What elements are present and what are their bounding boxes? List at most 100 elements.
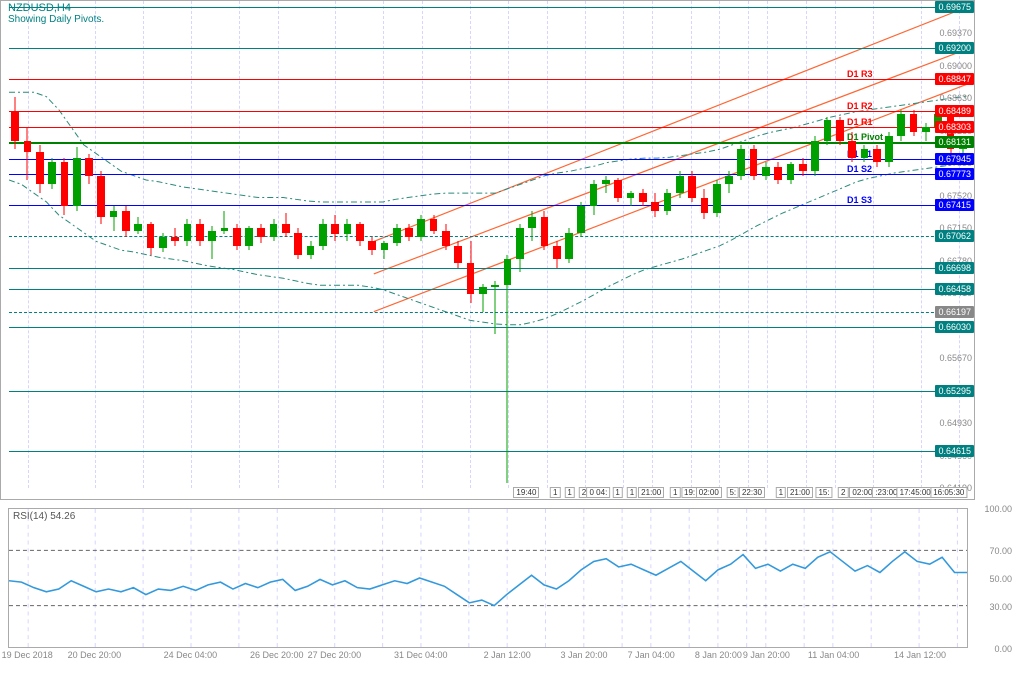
time-flags-row: 19:401120 04:1121:00119:02:005:22:30121:… — [8, 487, 968, 503]
main-plot[interactable]: D1 R3D1 R2D1 R1D1 PivotD1 S1D1 S2D1 S3 — [9, 1, 969, 488]
hline — [9, 7, 969, 8]
price-tag: 0.68131 — [935, 136, 974, 148]
pivot-label: D1 R2 — [847, 101, 873, 111]
time-flag: 1 — [776, 487, 786, 498]
hline — [9, 48, 969, 49]
hline — [9, 159, 969, 160]
price-tag: 0.68303 — [935, 121, 974, 133]
price-tag: 0.67773 — [935, 168, 974, 180]
vgrid-line — [335, 1, 336, 488]
vgrid-line — [191, 1, 192, 488]
time-flag: 21:00 — [787, 487, 813, 498]
vgrid-line — [748, 1, 749, 488]
vgrid-line — [143, 1, 144, 488]
price-tag: 0.66458 — [935, 283, 974, 295]
time-flag: 1 — [564, 487, 574, 498]
price-tag: 0.64615 — [935, 445, 974, 457]
time-flag: 17:45:00 — [897, 487, 934, 498]
hline — [9, 312, 969, 313]
time-flag: 16:05:30 — [930, 487, 967, 498]
price-tag: 0.66197 — [935, 306, 974, 318]
vgrid-line — [806, 1, 807, 488]
vgrid-line — [422, 1, 423, 488]
pivot-label: D1 R3 — [847, 69, 873, 79]
vgrid-line — [508, 1, 509, 488]
main-chart[interactable]: D1 R3D1 R2D1 R1D1 PivotD1 S1D1 S2D1 S3 0… — [0, 0, 975, 500]
pivot-label: D1 S3 — [847, 195, 872, 205]
hline — [9, 391, 969, 392]
price-tag: 0.68489 — [935, 105, 974, 117]
price-tag: 0.67062 — [935, 230, 974, 242]
y-tick: 0.64930 — [939, 418, 972, 428]
vgrid-line — [585, 1, 586, 488]
time-flag: 02:00 — [696, 487, 722, 498]
y-tick: 0.69000 — [939, 61, 972, 71]
hline — [9, 289, 969, 290]
price-tag: 0.68847 — [935, 73, 974, 85]
x-tick: 11 Jan 04:00 — [808, 650, 859, 660]
x-tick: 26 Dec 20:00 — [250, 650, 304, 660]
price-tag: 0.69200 — [935, 42, 974, 54]
price-tag: 0.67415 — [935, 199, 974, 211]
rsi-y-tick: 30.00 — [989, 602, 1012, 612]
y-tick: 0.65670 — [939, 353, 972, 363]
x-tick: 19 Dec 2018 — [2, 650, 53, 660]
time-flag: 1 — [550, 487, 560, 498]
x-tick: 3 Jan 20:00 — [560, 650, 607, 660]
x-tick: 2 Jan 12:00 — [484, 650, 531, 660]
rsi-y-tick: 100.00 — [984, 504, 1012, 514]
vgrid-line — [873, 1, 874, 488]
vgrid-line — [767, 1, 768, 488]
x-tick: 8 Jan 20:00 — [695, 650, 742, 660]
price-tag: 0.66698 — [935, 262, 974, 274]
time-flag: 19:40 — [513, 487, 539, 498]
price-tag: 0.69675 — [935, 1, 974, 13]
price-tag: 0.65295 — [935, 385, 974, 397]
time-flag: 15: — [815, 487, 832, 498]
rsi-y-tick: 50.00 — [989, 574, 1012, 584]
hline — [9, 174, 969, 175]
y-tick: 0.69370 — [939, 28, 972, 38]
time-flag: 22:30 — [739, 487, 765, 498]
vgrid-line — [835, 1, 836, 488]
vgrid-line — [28, 1, 29, 488]
x-tick: 14 Jan 12:00 — [894, 650, 946, 660]
hline — [9, 79, 969, 80]
rsi-y-tick: 0.00 — [994, 644, 1012, 654]
vgrid-line — [719, 1, 720, 488]
hline — [9, 205, 969, 206]
time-flag: 21:00 — [638, 487, 664, 498]
x-tick: 31 Dec 04:00 — [394, 650, 448, 660]
x-tick: 7 Jan 04:00 — [628, 650, 675, 660]
vgrid-line — [623, 1, 624, 488]
price-tag: 0.67945 — [935, 153, 974, 165]
time-flag: 5: — [726, 487, 739, 498]
x-tick: 24 Dec 04:00 — [164, 650, 218, 660]
pivot-label: D1 S2 — [847, 164, 872, 174]
pivot-label: D1 R1 — [847, 117, 873, 127]
x-tick: 20 Dec 20:00 — [68, 650, 122, 660]
vgrid-line — [95, 1, 96, 488]
rsi-chart[interactable]: RSI(14) 54.26 0.0030.0050.0070.00100.00 — [8, 508, 968, 648]
price-tag: 0.66030 — [935, 321, 974, 333]
hline — [9, 327, 969, 328]
y-tick: 0.68630 — [939, 93, 972, 103]
time-flag: 1 — [670, 487, 680, 498]
x-tick: 27 Dec 20:00 — [308, 650, 362, 660]
time-flag: 0 04: — [586, 487, 610, 498]
hline — [9, 142, 969, 144]
hline — [9, 451, 969, 452]
chart-container: NZDUSD,H4 Showing Daily Pivots. D1 R3D1 … — [0, 0, 1024, 683]
hline — [9, 111, 969, 112]
vgrid-line — [652, 1, 653, 488]
y-axis: 0.693700.690000.686300.682600.678900.675… — [926, 1, 974, 501]
rsi-y-tick: 70.00 — [989, 546, 1012, 556]
hline — [9, 268, 969, 269]
time-flag: 2 — [838, 487, 848, 498]
time-flag: 1 — [627, 487, 637, 498]
vgrid-line — [921, 1, 922, 488]
rsi-svg — [9, 509, 967, 647]
x-axis: 19 Dec 201820 Dec 20:0024 Dec 04:0026 De… — [8, 650, 968, 668]
time-flag: 1 — [612, 487, 622, 498]
vgrid-line — [278, 1, 279, 488]
